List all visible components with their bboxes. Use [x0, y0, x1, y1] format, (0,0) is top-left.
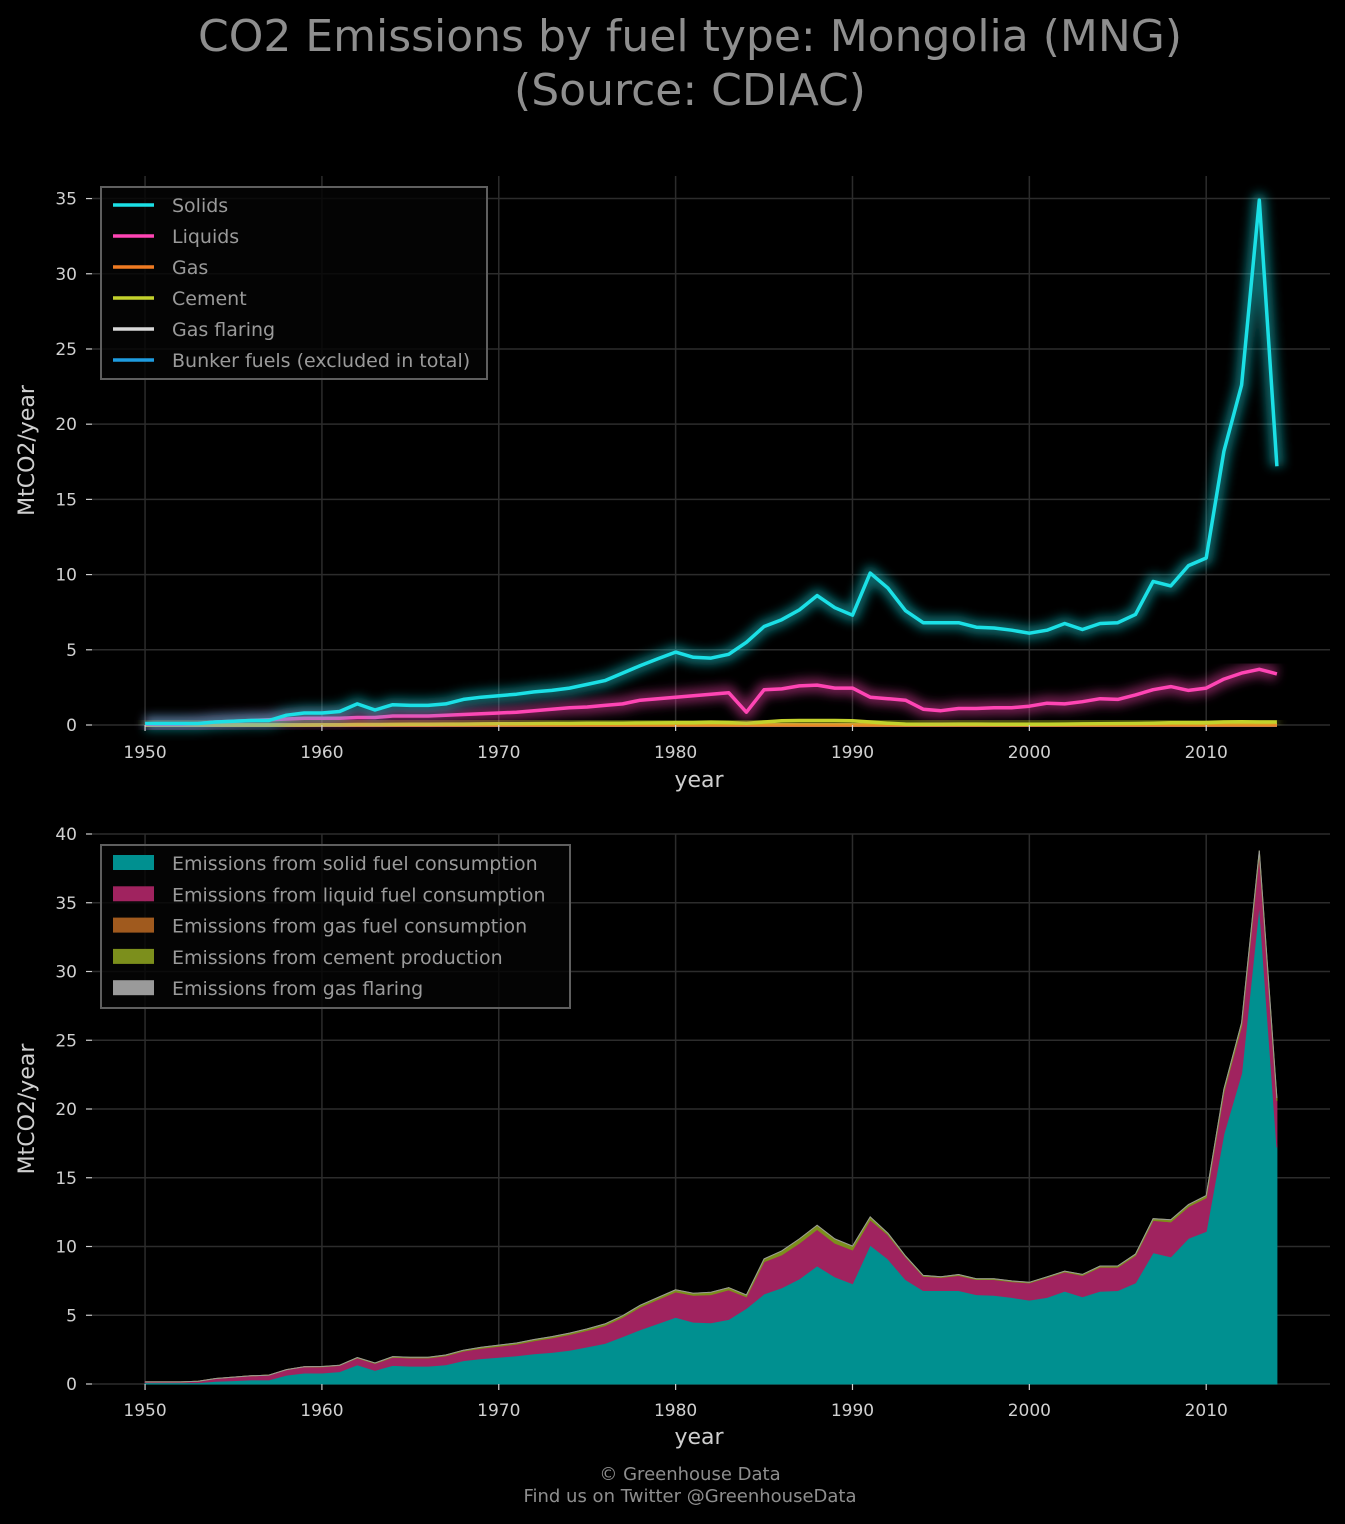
legend-label: Emissions from liquid fuel consumption — [172, 884, 546, 906]
y-tick-label: 25 — [55, 1031, 77, 1051]
line-chart-series — [145, 193, 1284, 732]
line-chart-legend: Solids Liquids Gas Cement Gas flaring Bunker … — [100, 186, 488, 380]
x-tick-label: 1960 — [300, 1401, 343, 1421]
area-chart-axes: 1950 1960 1970 1980 1990 2000 2010 0 5 10 15 20 25 30… — [15, 825, 1228, 1450]
y-tick-label: 10 — [55, 566, 77, 586]
y-tick-label: 0 — [66, 716, 77, 736]
x-tick-label: 1980 — [654, 743, 697, 763]
credit-line-1: © Greenhouse Data — [599, 1464, 781, 1485]
legend-box — [100, 186, 488, 380]
y-tick-label: 15 — [55, 490, 77, 510]
credit-line-2: Find us on Twitter @GreenhouseData — [523, 1486, 857, 1507]
x-tick-label: 1970 — [477, 1401, 520, 1421]
y-tick-label: 35 — [55, 894, 77, 914]
x-tick-label: 2010 — [1185, 743, 1228, 763]
legend-label: Emissions from gas fuel consumption — [172, 916, 527, 938]
x-tick-label: 1950 — [123, 743, 166, 763]
x-tick-label: 1960 — [300, 743, 343, 763]
series-line-solids — [145, 198, 1279, 726]
area-chart: 1950 1960 1970 1980 1990 2000 2010 0 5 10 15 20 25 30… — [15, 825, 1330, 1450]
legend-label: Liquids — [172, 226, 239, 248]
line-chart-axes: 1950 1960 1970 1980 1990 2000 2010 0 5 10 15 20 25 30… — [15, 190, 1228, 793]
y-tick-label: 35 — [55, 190, 77, 210]
y-tick-label: 0 — [66, 1375, 77, 1395]
y-tick-label: 10 — [55, 1238, 77, 1258]
y-tick-label: 20 — [55, 1100, 77, 1120]
legend-swatch — [113, 886, 154, 902]
legend-swatch — [113, 948, 154, 964]
chart-title: CO2 Emissions by fuel type: Mongolia (MN… — [0, 10, 1345, 118]
credit-footer: © Greenhouse Data Find us on Twitter @Gr… — [0, 1464, 1345, 1508]
x-tick-label: 2010 — [1185, 1401, 1228, 1421]
y-tick-label: 25 — [55, 340, 77, 360]
legend-swatch — [113, 855, 154, 870]
x-axis-label: year — [674, 768, 724, 793]
legend-label: Solids — [172, 195, 228, 217]
x-tick-label: 2000 — [1008, 1401, 1051, 1421]
legend-swatch — [113, 917, 154, 933]
legend-box — [100, 844, 571, 1009]
area-chart-legend: Emissions from solid fuel consumption Emi… — [100, 844, 571, 1009]
y-tick-label: 40 — [55, 825, 77, 845]
x-tick-label: 1950 — [123, 1401, 166, 1421]
legend-label: Gas flaring — [172, 319, 275, 341]
y-axis-label: MtCO2/year — [15, 1043, 40, 1175]
y-axis-label: MtCO2/year — [15, 384, 40, 516]
x-tick-label: 1990 — [831, 743, 874, 763]
y-tick-label: 5 — [66, 641, 77, 661]
y-tick-label: 30 — [55, 265, 77, 285]
x-tick-label: 1990 — [831, 1401, 874, 1421]
area-chart-series — [144, 850, 1278, 1385]
area-flaring_area — [145, 850, 1278, 1383]
legend-label: Emissions from solid fuel consumption — [172, 853, 538, 875]
x-tick-label: 2000 — [1008, 743, 1051, 763]
title-line-1: CO2 Emissions by fuel type: Mongolia (MN… — [197, 11, 1183, 62]
x-tick-label: 1970 — [477, 743, 520, 763]
legend-label: Cement — [172, 288, 247, 310]
legend-swatch — [113, 980, 154, 996]
x-axis-label: year — [674, 1425, 724, 1450]
y-tick-label: 5 — [66, 1306, 77, 1326]
legend-label: Emissions from gas flaring — [172, 978, 423, 1000]
y-tick-label: 15 — [55, 1169, 77, 1189]
x-tick-label: 1980 — [654, 1401, 697, 1421]
legend-label: Bunker fuels (excluded in total) — [172, 350, 470, 372]
legend-label: Gas — [172, 257, 208, 279]
title-line-2: (Source: CDIAC) — [514, 65, 866, 116]
y-tick-label: 30 — [55, 963, 77, 983]
y-tick-label: 20 — [55, 415, 77, 435]
legend-label: Emissions from cement production — [172, 947, 503, 969]
line-chart: 1950 1960 1970 1980 1990 2000 2010 0 5 10 15 20 25 30… — [15, 176, 1330, 793]
